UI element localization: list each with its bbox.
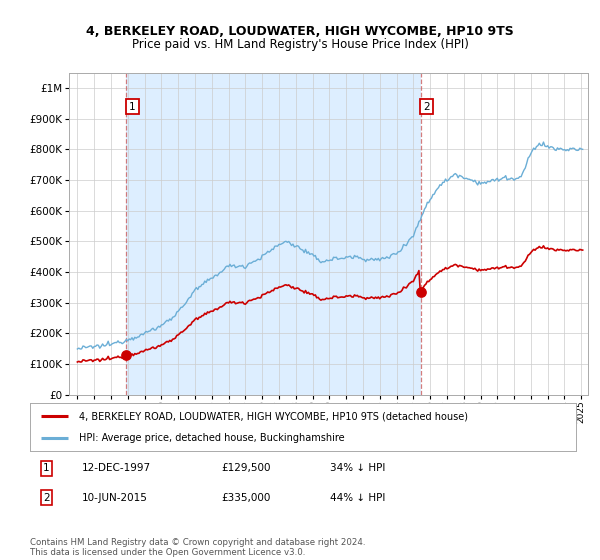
Text: 34% ↓ HPI: 34% ↓ HPI — [331, 463, 386, 473]
Text: £335,000: £335,000 — [221, 493, 271, 503]
Bar — [127, 73, 421, 395]
Point — [122, 351, 131, 360]
Text: 4, BERKELEY ROAD, LOUDWATER, HIGH WYCOMBE, HP10 9TS (detached house): 4, BERKELEY ROAD, LOUDWATER, HIGH WYCOMB… — [79, 411, 468, 421]
Text: 1: 1 — [129, 101, 136, 111]
Text: 4, BERKELEY ROAD, LOUDWATER, HIGH WYCOMBE, HP10 9TS: 4, BERKELEY ROAD, LOUDWATER, HIGH WYCOMB… — [86, 25, 514, 38]
Text: HPI: Average price, detached house, Buckinghamshire: HPI: Average price, detached house, Buck… — [79, 433, 345, 443]
Text: 2: 2 — [423, 101, 430, 111]
Text: Contains HM Land Registry data © Crown copyright and database right 2024.
This d: Contains HM Land Registry data © Crown c… — [30, 538, 365, 557]
Point — [416, 288, 425, 297]
Text: 12-DEC-1997: 12-DEC-1997 — [82, 463, 151, 473]
Text: 10-JUN-2015: 10-JUN-2015 — [82, 493, 148, 503]
Text: Price paid vs. HM Land Registry's House Price Index (HPI): Price paid vs. HM Land Registry's House … — [131, 38, 469, 51]
Text: 1: 1 — [43, 463, 50, 473]
Text: 44% ↓ HPI: 44% ↓ HPI — [331, 493, 386, 503]
Text: 2: 2 — [43, 493, 50, 503]
Text: £129,500: £129,500 — [221, 463, 271, 473]
